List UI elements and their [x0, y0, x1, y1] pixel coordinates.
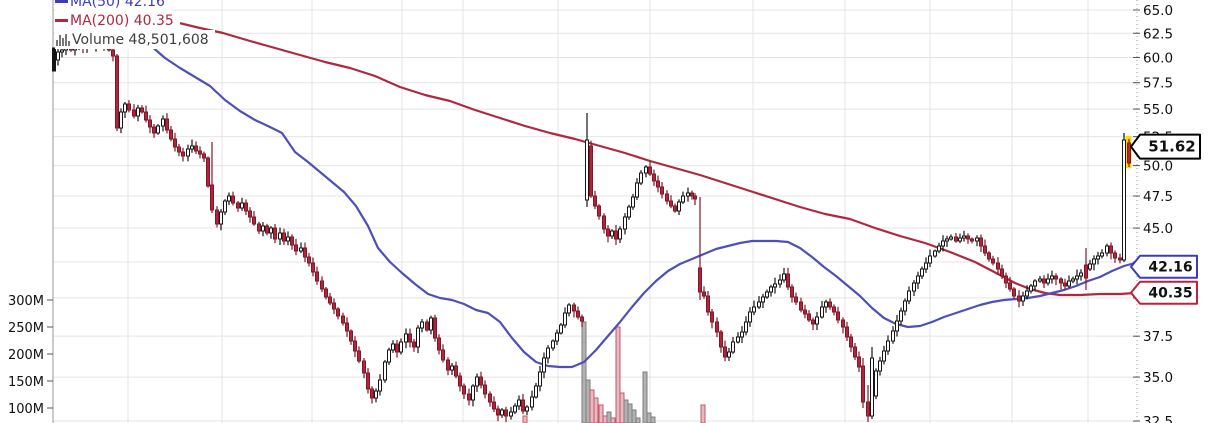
volume-bar: [589, 389, 595, 423]
volume-bar: [585, 379, 591, 423]
volume-axis-label: 300M: [8, 294, 44, 309]
volume-axis-label: 200M: [8, 348, 44, 363]
volume-bar: [642, 371, 648, 423]
ma200-line: [173, 20, 1137, 297]
volume-bar: [700, 404, 706, 423]
chart-legend: MA(50) 42.16 MA(200) 40.35 Volume 48,501…: [55, 0, 215, 49]
ma50-line: [148, 43, 1137, 369]
volume-axis-label: 150M: [8, 375, 44, 390]
volume-bar: [635, 417, 641, 423]
legend-ma50-label: MA(50) 42.16: [70, 0, 165, 10]
price-axis-label: 35.0: [1143, 370, 1173, 386]
axes: [47, 0, 1140, 423]
volume-bar: [615, 326, 621, 423]
volume-bar: [619, 392, 625, 423]
price-tag-last: 51.62: [1130, 133, 1201, 160]
volume-bar: [602, 415, 608, 423]
volume-axis-label: 250M: [8, 321, 44, 336]
volume-bars-icon: [55, 33, 70, 46]
volume-bar: [650, 416, 656, 423]
price-tag-value: 51.62: [1148, 138, 1195, 156]
candles: [52, 37, 1131, 423]
price-axis-label: 37.5: [1143, 329, 1173, 345]
volume-axis-labels: 300M 250M 200M 150M 100M: [8, 294, 44, 417]
gridlines: [53, 0, 1137, 423]
volume-bar: [593, 397, 599, 423]
price-tag-ma50: 42.16: [1130, 254, 1198, 279]
price-axis-label: 57.5: [1143, 76, 1173, 92]
ma50-line-icon: [55, 0, 68, 3]
volume-bar: [522, 415, 528, 423]
price-axis-label: 62.5: [1143, 26, 1173, 42]
price-axis-labels: 65.062.560.057.555.052.550.047.545.042.5…: [1143, 3, 1173, 423]
price-axis-label: 60.0: [1143, 50, 1173, 66]
volume-bar: [627, 403, 633, 423]
price-axis-label: 47.5: [1143, 189, 1173, 205]
volume-axis-label: 100M: [8, 402, 44, 417]
legend-ma200-label: MA(200) 40.35: [70, 12, 174, 29]
legend-volume-label: Volume 48,501,608: [72, 31, 209, 48]
volume-bar: [631, 409, 637, 423]
legend-ma200: MA(200) 40.35: [55, 11, 180, 30]
volume-bars: [522, 321, 706, 423]
volume-bar: [623, 399, 629, 423]
volume-bar: [610, 417, 616, 423]
price-tag-ma200: 40.35: [1130, 280, 1198, 305]
volume-bar: [646, 412, 652, 423]
price-tag-value: 42.16: [1148, 260, 1192, 276]
price-axis-label: 55.0: [1143, 102, 1173, 118]
price-tag-value: 40.35: [1148, 286, 1192, 302]
price-axis-label: 50.0: [1143, 159, 1173, 175]
legend-ma50: MA(50) 42.16: [55, 0, 171, 11]
ma200-line-icon: [55, 19, 68, 22]
volume-bar: [581, 321, 587, 423]
volume-bar: [606, 411, 612, 423]
price-axis-label: 65.0: [1143, 3, 1173, 19]
price-axis-label: 32.5: [1143, 414, 1173, 423]
legend-volume: Volume 48,501,608: [55, 30, 215, 49]
volume-bar: [598, 404, 604, 423]
price-axis-label: 45.0: [1143, 221, 1173, 237]
